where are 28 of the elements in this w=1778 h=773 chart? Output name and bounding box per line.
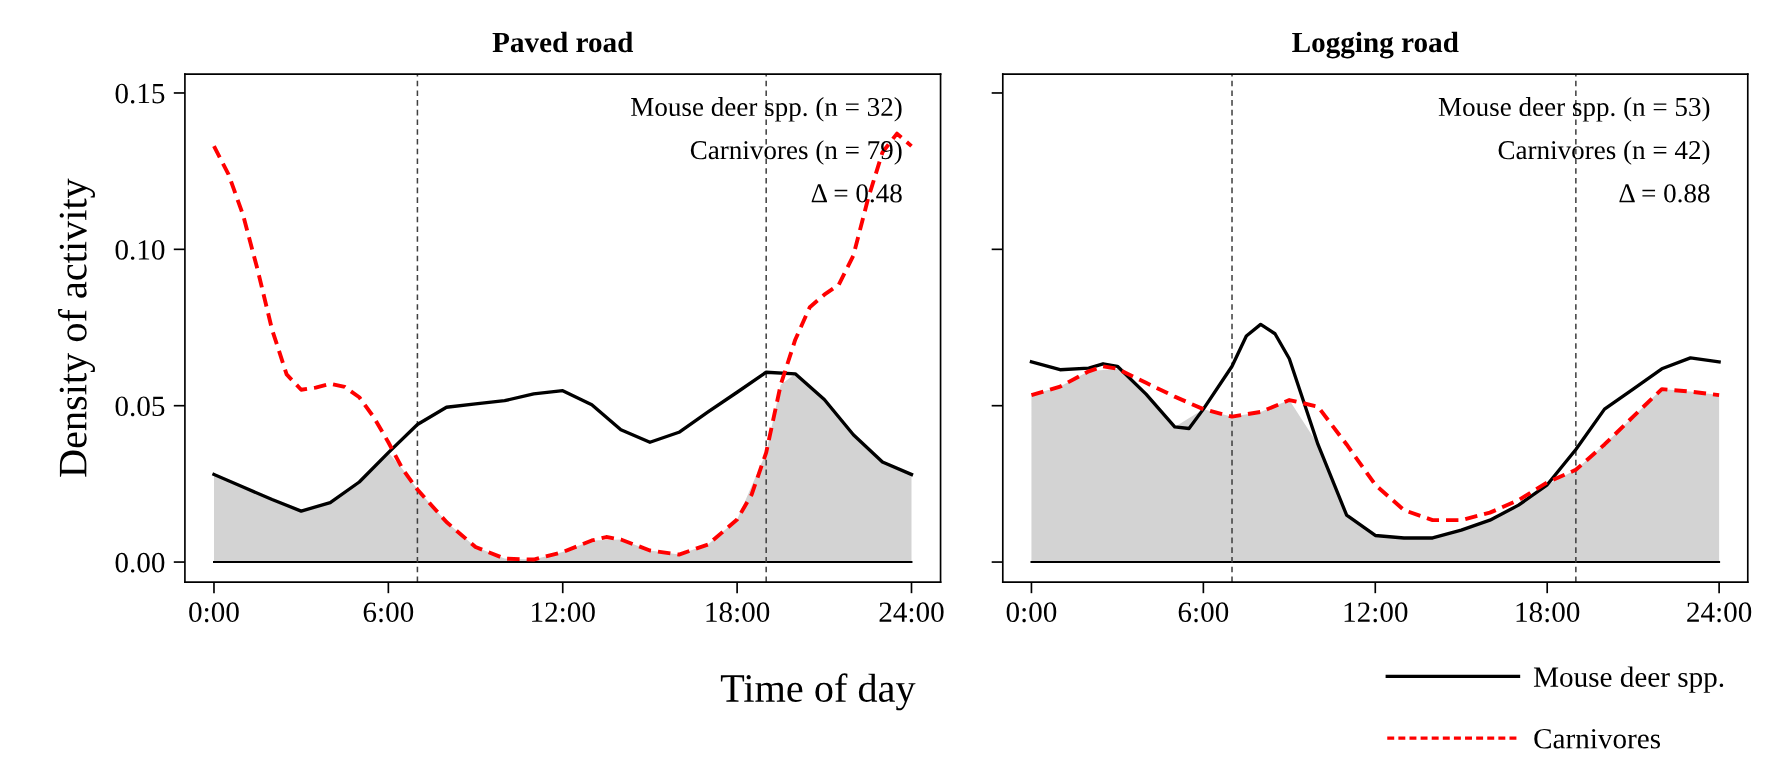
y-tick-label: 0.05 — [115, 396, 165, 417]
x-tick-label: 24:00 — [879, 602, 944, 623]
x-tick-label: 18:00 — [1516, 602, 1580, 623]
x-tick-label: 0:00 — [1006, 602, 1057, 623]
x-tick-label: 6:00 — [1178, 602, 1229, 623]
annotation: Carnivores (n = 42) — [1498, 140, 1710, 165]
x-tick-label: 0:00 — [189, 602, 239, 623]
line-series — [212, 131, 914, 562]
x-axis-title: Time of day — [720, 673, 916, 711]
annotation: Δ = 0.88 — [1619, 184, 1710, 203]
legend-label: Mouse deer spp. — [1533, 666, 1724, 693]
x-tick-label: 18:00 — [706, 602, 770, 623]
line-series — [212, 370, 914, 513]
annotation: Δ = 0.48 — [811, 184, 902, 203]
x-tick-label: 12:00 — [532, 602, 595, 623]
chart-title: Paved road — [492, 31, 634, 53]
y-axis-title: Density of activity — [57, 178, 95, 477]
x-tick-label: 24:00 — [1687, 602, 1752, 623]
y-tick-label: 0.10 — [115, 240, 165, 260]
x-tick-label: 12:00 — [1344, 602, 1408, 623]
chart-title: Logging road — [1292, 31, 1459, 59]
y-tick-label: 0.15 — [115, 83, 165, 104]
annotation: Mouse deer spp. (n = 53) — [1438, 97, 1710, 122]
legend-label: Carnivores — [1534, 728, 1661, 749]
annotation: Carnivores (n = 79) — [690, 140, 902, 165]
x-tick-label: 6:00 — [363, 602, 414, 623]
annotation: Mouse deer spp. (n = 32) — [631, 97, 902, 122]
y-tick-label: 0.00 — [115, 552, 165, 573]
